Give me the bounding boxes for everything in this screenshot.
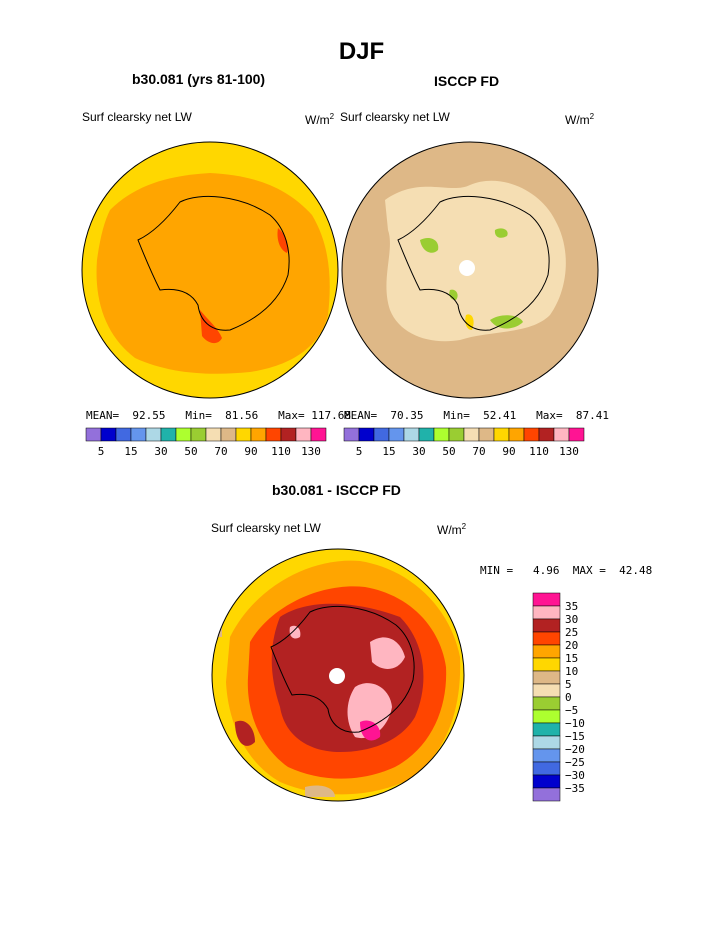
colorbar-swatch: [532, 605, 561, 620]
colorbar-tick-label: −5: [565, 704, 578, 717]
colorbar-swatch: [250, 427, 267, 442]
colorbar-tick-label: 30: [412, 445, 425, 458]
colorbar-tick-label: 70: [214, 445, 227, 458]
colorbar-swatch: [175, 427, 192, 442]
colorbar-swatch: [220, 427, 237, 442]
colorbar-tick-label: −20: [565, 743, 585, 756]
colorbar-swatch: [553, 427, 570, 442]
colorbar-tick-label: 90: [244, 445, 257, 458]
colorbar-swatch: [235, 427, 252, 442]
colorbar-swatch: [280, 427, 297, 442]
colorbar-swatch: [508, 427, 525, 442]
colorbar-swatch: [532, 774, 561, 789]
colorbar-swatch: [373, 427, 390, 442]
colorbar-swatch: [100, 427, 117, 442]
diff-polar-map: [211, 548, 465, 802]
colorbar-swatch: [493, 427, 510, 442]
colorbar-swatch: [538, 427, 555, 442]
left-polar-map: [81, 141, 339, 399]
diff-panel-title: b30.081 - ISCCP FD: [272, 482, 401, 498]
right-stats: MEAN= 70.35 Min= 52.41 Max= 87.41: [344, 409, 609, 422]
colorbar-swatch: [433, 427, 450, 442]
colorbar-swatch: [523, 427, 540, 442]
left-field-label: Surf clearsky net LW: [82, 110, 192, 124]
left-units-label: W/m2: [305, 112, 335, 127]
colorbar-tick-label: 30: [154, 445, 167, 458]
colorbar-swatch: [85, 427, 102, 442]
colorbar-tick-label: 50: [442, 445, 455, 458]
colorbar-swatch: [532, 722, 561, 737]
colorbar-swatch: [295, 427, 312, 442]
colorbar-tick-label: 5: [356, 445, 363, 458]
colorbar-swatch: [532, 787, 561, 802]
colorbar-swatch: [532, 631, 561, 646]
colorbar-swatch: [532, 761, 561, 776]
colorbar-tick-label: 70: [472, 445, 485, 458]
colorbar-tick-label: 25: [565, 626, 578, 639]
colorbar-swatch: [265, 427, 282, 442]
colorbar-swatch: [478, 427, 495, 442]
colorbar-tick-label: 10: [565, 665, 578, 678]
page-title: DJF: [338, 38, 385, 65]
colorbar-swatch: [358, 427, 375, 442]
colorbar-tick-label: −35: [565, 782, 585, 795]
colorbar-tick-label: 0: [565, 691, 572, 704]
left-panel-title: b30.081 (yrs 81-100): [132, 71, 266, 87]
colorbar-tick-label: 130: [301, 445, 321, 458]
colorbar-swatch: [418, 427, 435, 442]
colorbar-swatch: [532, 748, 561, 763]
diff-units-label: W/m2: [437, 522, 467, 537]
colorbar-tick-label: 5: [565, 678, 572, 691]
colorbar-tick-label: −25: [565, 756, 585, 769]
colorbar-swatch: [532, 735, 561, 750]
colorbar-tick-label: 90: [502, 445, 515, 458]
diff-stats: MIN = 4.96 MAX = 42.48: [480, 564, 653, 577]
colorbar-swatch: [532, 709, 561, 724]
colorbar-tick-label: −30: [565, 769, 585, 782]
colorbar-swatch: [115, 427, 132, 442]
colorbar-swatch: [130, 427, 147, 442]
colorbar-swatch: [532, 670, 561, 685]
colorbar-tick-label: 50: [184, 445, 197, 458]
colorbar-swatch: [160, 427, 177, 442]
colorbar-tick-label: 110: [271, 445, 291, 458]
right-polar-map: [341, 141, 599, 399]
colorbar-swatch: [190, 427, 207, 442]
colorbar-tick-label: 30: [565, 613, 578, 626]
colorbar-swatch: [532, 683, 561, 698]
colorbar-tick-label: 5: [98, 445, 105, 458]
colorbar-swatch: [568, 427, 585, 442]
colorbar-tick-label: 15: [124, 445, 137, 458]
colorbar-swatch: [463, 427, 480, 442]
colorbar-swatch: [532, 644, 561, 659]
colorbar-tick-label: 15: [565, 652, 578, 665]
colorbar-tick-label: −15: [565, 730, 585, 743]
right-units-label: W/m2: [565, 112, 595, 127]
colorbar-tick-label: −10: [565, 717, 585, 730]
colorbar-swatch: [403, 427, 420, 442]
right-field-label: Surf clearsky net LW: [340, 110, 450, 124]
colorbar-swatch: [532, 657, 561, 672]
colorbar-tick-label: 15: [382, 445, 395, 458]
colorbar-swatch: [448, 427, 465, 442]
colorbar-swatch: [388, 427, 405, 442]
colorbar-swatch: [145, 427, 162, 442]
colorbar-tick-label: 35: [565, 600, 578, 613]
colorbar-tick-label: 130: [559, 445, 579, 458]
colorbar-swatch: [205, 427, 222, 442]
colorbar-swatch: [532, 592, 561, 607]
left-stats: MEAN= 92.55 Min= 81.56 Max= 117.68: [86, 409, 351, 422]
right-colorbar: 5 15 30 50 70 90 110 130: [343, 427, 585, 458]
colorbar-swatch: [310, 427, 327, 442]
right-panel-title: ISCCP FD: [434, 73, 500, 89]
colorbar-swatch: [532, 618, 561, 633]
colorbar-tick-label: 110: [529, 445, 549, 458]
diff-field-label: Surf clearsky net LW: [211, 521, 321, 535]
left-colorbar: 5 15 30 50 70 90 110 130: [85, 427, 327, 458]
colorbar-swatch: [532, 696, 561, 711]
colorbar-swatch: [343, 427, 360, 442]
colorbar-tick-label: 20: [565, 639, 578, 652]
